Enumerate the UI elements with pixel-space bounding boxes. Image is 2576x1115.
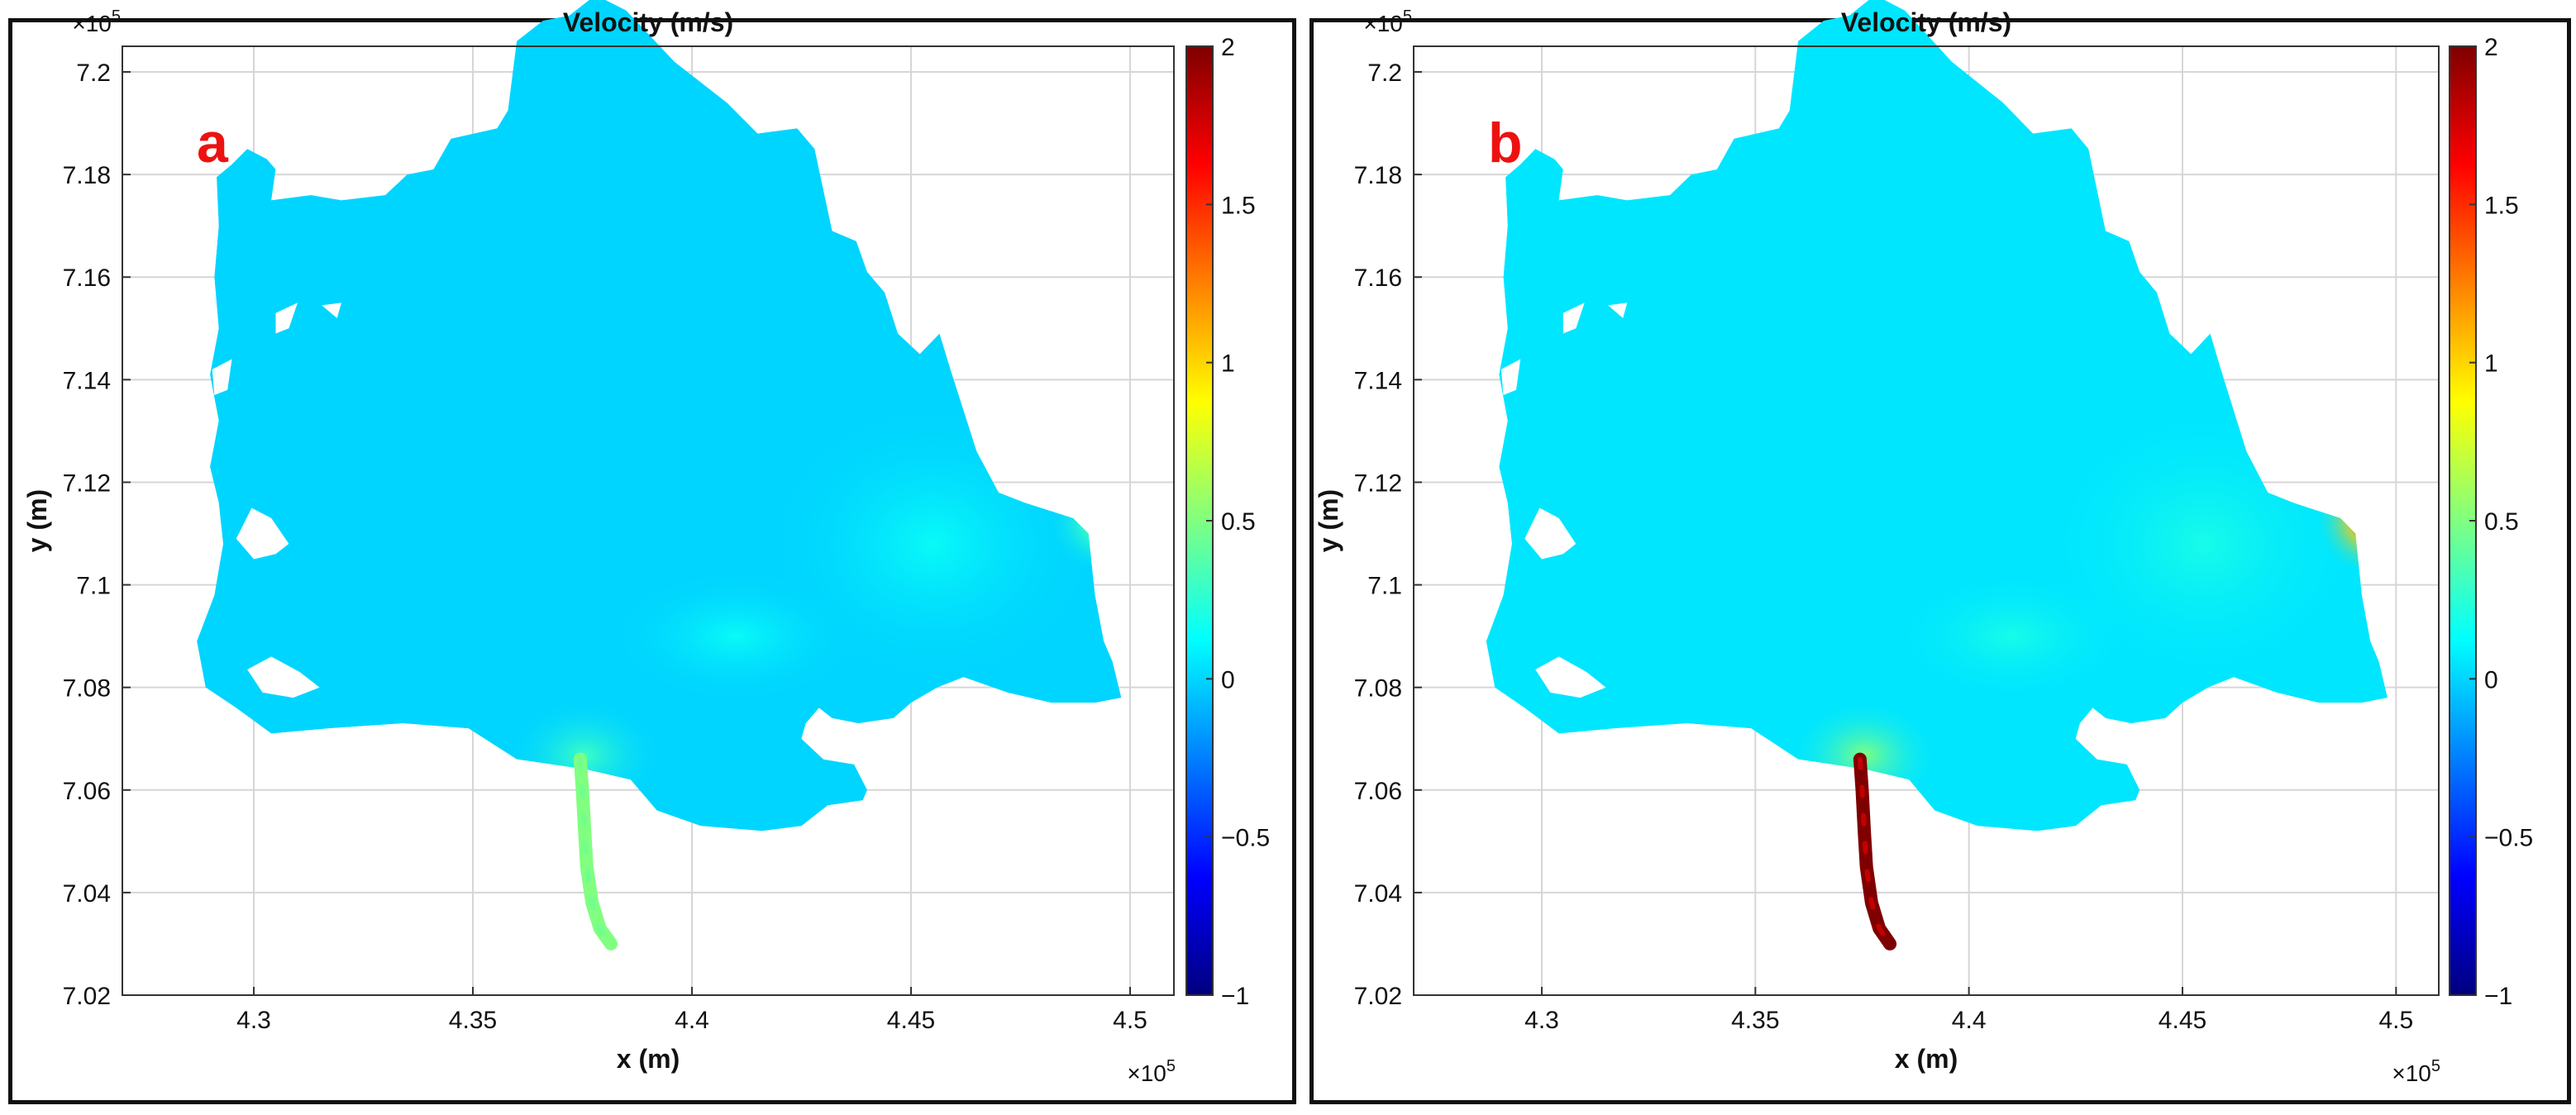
y-tick-label: 7.18 — [63, 162, 111, 189]
y-tick-label: 7.18 — [1354, 162, 1402, 189]
y-tick-label: 7.2 — [1367, 60, 1402, 87]
y-tick-label: 7.1 — [1367, 573, 1402, 600]
y-tick-label: 7.2 — [76, 60, 111, 87]
x-tick-label: 4.45 — [887, 1007, 935, 1034]
y-tick-label: 7.04 — [63, 880, 111, 908]
colorbar-tick-label: −0.5 — [1221, 825, 1270, 852]
colorbar-tick-label: 0 — [2484, 666, 2498, 693]
colorbar-tick-label: −0.5 — [2484, 825, 2533, 852]
y-tick-label: 7.16 — [63, 264, 111, 292]
y-tick-label: 7.06 — [63, 778, 111, 805]
y-tick-label: 7.02 — [1354, 983, 1402, 1010]
y-axis-label: y (m) — [1314, 489, 1343, 552]
y-tick-label: 7.14 — [63, 367, 111, 394]
x-tick-label: 4.45 — [2159, 1007, 2206, 1034]
x-tick-label: 4.4 — [1952, 1007, 1987, 1034]
y-tick-label: 7.08 — [63, 675, 111, 703]
panel-label: a — [197, 112, 229, 174]
y-tick-label: 7.1 — [76, 573, 111, 600]
x-axis-label: x (m) — [1895, 1044, 1958, 1074]
south-velocity-zone — [1888, 569, 2135, 703]
colorbar-tick-label: 1 — [1221, 350, 1235, 378]
colorbar-tick-label: 2 — [1221, 34, 1235, 61]
colorbar-tick-label: 0.5 — [1221, 508, 1256, 536]
y-axis-label: y (m) — [22, 489, 52, 552]
colorbar-tick-label: −1 — [1221, 983, 1249, 1010]
island-1 — [247, 656, 320, 698]
y-tick-label: 7.04 — [1354, 880, 1402, 908]
south-velocity-zone — [609, 569, 862, 703]
x-exponent-label: ×105 — [1127, 1057, 1176, 1086]
island-0 — [1524, 507, 1577, 560]
colorbar-tick-label: 0.5 — [2484, 508, 2519, 536]
x-tick-label: 4.3 — [1524, 1007, 1559, 1034]
y-tick-label: 7.16 — [1354, 264, 1402, 292]
x-tick-label: 4.35 — [449, 1007, 497, 1034]
colorbar-tick-label: 1.5 — [2484, 192, 2519, 219]
y-tick-label: 7.14 — [1354, 367, 1402, 394]
x-exponent-label: ×105 — [2392, 1057, 2440, 1086]
island-4 — [322, 303, 341, 318]
plot-border — [122, 45, 1175, 996]
chart-title: Velocity (m/s) — [563, 7, 733, 37]
colorbar-tick-label: 2 — [2484, 34, 2498, 61]
y-tick-label: 7.08 — [1354, 675, 1402, 703]
colorbar-tick-label: 0 — [1221, 666, 1235, 693]
y-tick-label: 7.06 — [1354, 778, 1402, 805]
colorbar-tick-label: 1 — [2484, 350, 2498, 378]
y-tick-label: 7.12 — [1354, 469, 1402, 497]
colorbar-tick-label: 1.5 — [1221, 192, 1256, 219]
island-2 — [1562, 303, 1585, 334]
x-tick-label: 4.3 — [236, 1007, 271, 1034]
y-tick-label: 7.02 — [63, 983, 111, 1010]
island-3 — [212, 359, 232, 395]
island-1 — [1535, 656, 1606, 698]
x-axis-label: x (m) — [617, 1044, 680, 1074]
y-tick-label: 7.12 — [63, 469, 111, 497]
y-exponent-label: ×105 — [72, 7, 121, 36]
x-tick-label: 4.35 — [1731, 1007, 1779, 1034]
outlet-channel-texture — [577, 756, 613, 946]
plot-border — [1413, 45, 2440, 996]
island-0 — [236, 507, 289, 560]
chart-title: Velocity (m/s) — [1841, 7, 2011, 37]
outlet-channel-texture — [1857, 756, 1893, 946]
island-2 — [275, 303, 298, 334]
x-tick-label: 4.4 — [675, 1007, 709, 1034]
island-3 — [1500, 359, 1521, 395]
y-exponent-label: ×105 — [1363, 7, 1412, 36]
panel-label: b — [1488, 112, 1523, 174]
colorbar-tick-label: −1 — [2484, 983, 2512, 1010]
x-tick-label: 4.5 — [1113, 1007, 1147, 1034]
x-tick-label: 4.5 — [2378, 1007, 2413, 1034]
island-4 — [1608, 303, 1628, 318]
